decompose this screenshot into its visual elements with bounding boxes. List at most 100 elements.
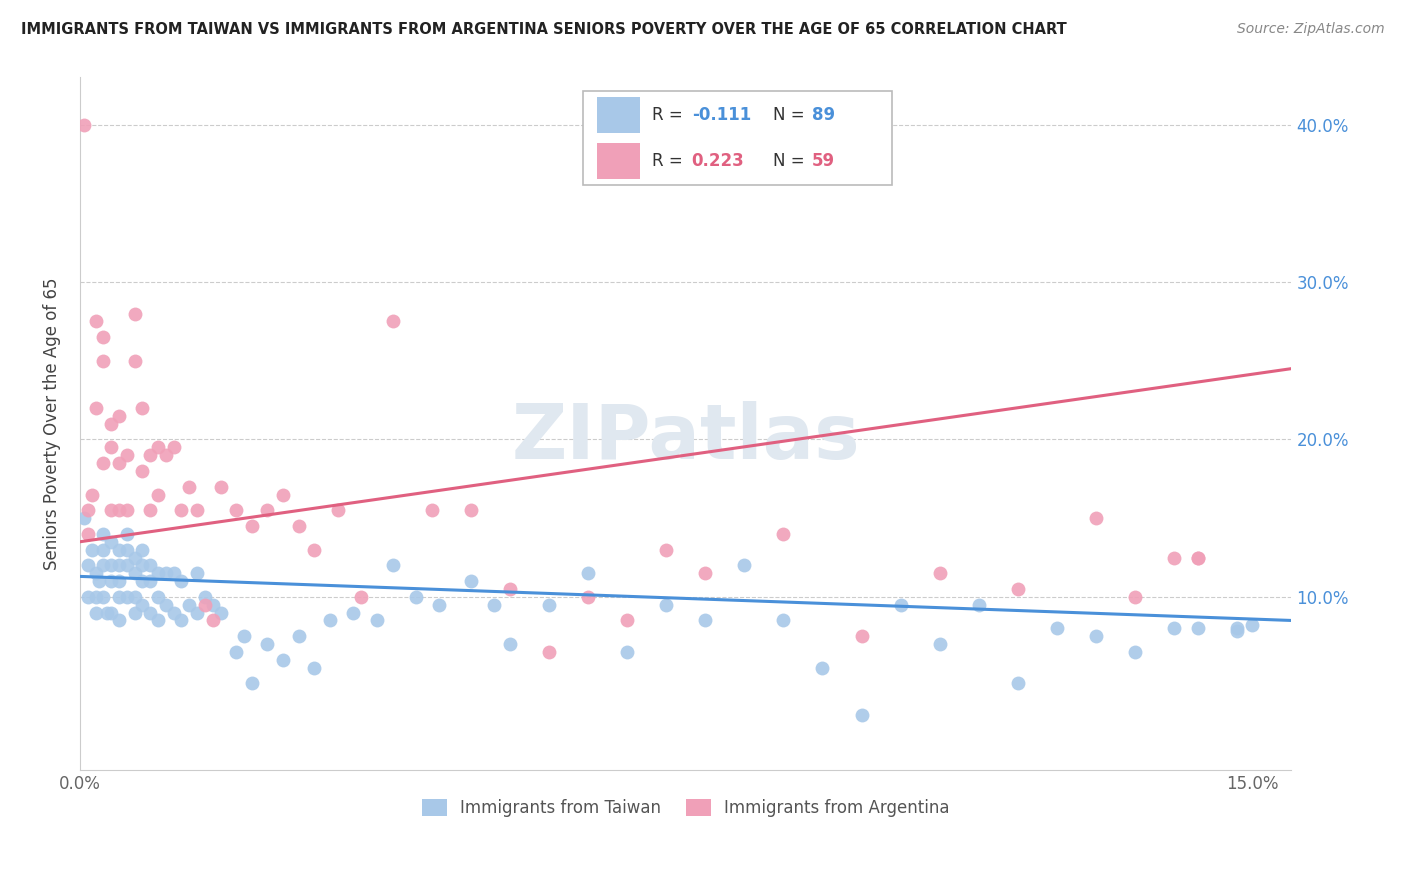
- Point: [84, 314, 107, 328]
- Point: [928, 566, 950, 581]
- Point: [115, 542, 138, 557]
- Point: [851, 629, 873, 643]
- Point: [155, 598, 177, 612]
- Point: [201, 614, 224, 628]
- Point: [655, 542, 678, 557]
- Point: [1226, 621, 1249, 635]
- Point: [482, 598, 505, 612]
- Point: [89, 574, 111, 588]
- Point: [139, 448, 162, 462]
- Point: [115, 448, 138, 462]
- Point: [96, 606, 118, 620]
- Point: [186, 566, 208, 581]
- Point: [76, 590, 98, 604]
- Point: [115, 558, 138, 573]
- Point: [179, 598, 201, 612]
- Point: [851, 707, 873, 722]
- Point: [381, 558, 404, 573]
- Point: [287, 629, 309, 643]
- Point: [80, 487, 103, 501]
- Point: [405, 590, 427, 604]
- Point: [100, 440, 122, 454]
- Point: [772, 527, 794, 541]
- Point: [304, 542, 326, 557]
- Point: [460, 503, 482, 517]
- Point: [146, 487, 169, 501]
- Point: [225, 503, 247, 517]
- Point: [108, 503, 131, 517]
- Text: R =: R =: [652, 153, 688, 170]
- Point: [84, 566, 107, 581]
- Point: [139, 574, 162, 588]
- Point: [100, 606, 122, 620]
- Text: 89: 89: [811, 105, 835, 124]
- Point: [139, 503, 162, 517]
- Point: [499, 637, 522, 651]
- Point: [170, 614, 193, 628]
- Point: [146, 614, 169, 628]
- Text: R =: R =: [652, 105, 688, 124]
- Point: [319, 614, 342, 628]
- Point: [80, 542, 103, 557]
- Point: [91, 590, 114, 604]
- Point: [100, 534, 122, 549]
- Point: [124, 590, 146, 604]
- Point: [170, 503, 193, 517]
- Bar: [598, 144, 640, 179]
- Point: [342, 606, 364, 620]
- Point: [139, 558, 162, 573]
- Point: [1187, 550, 1209, 565]
- Point: [194, 598, 217, 612]
- Point: [124, 353, 146, 368]
- Point: [225, 645, 247, 659]
- Point: [108, 558, 131, 573]
- Point: [163, 566, 186, 581]
- Point: [326, 503, 349, 517]
- Point: [499, 582, 522, 596]
- Point: [91, 353, 114, 368]
- Legend: Immigrants from Taiwan, Immigrants from Argentina: Immigrants from Taiwan, Immigrants from …: [415, 792, 956, 824]
- Point: [928, 637, 950, 651]
- Point: [1085, 629, 1108, 643]
- Point: [1123, 645, 1146, 659]
- Point: [100, 558, 122, 573]
- Point: [1187, 621, 1209, 635]
- Point: [233, 629, 256, 643]
- Point: [616, 645, 638, 659]
- Point: [381, 314, 404, 328]
- Point: [1226, 624, 1249, 639]
- Point: [131, 464, 153, 478]
- Point: [115, 503, 138, 517]
- Point: [108, 590, 131, 604]
- Point: [240, 676, 263, 690]
- Point: [100, 417, 122, 431]
- Point: [163, 606, 186, 620]
- Point: [811, 661, 834, 675]
- Point: [170, 574, 193, 588]
- Point: [91, 527, 114, 541]
- Point: [73, 118, 96, 132]
- Point: [186, 503, 208, 517]
- Y-axis label: Seniors Poverty Over the Age of 65: Seniors Poverty Over the Age of 65: [44, 277, 60, 570]
- Point: [115, 527, 138, 541]
- Point: [124, 307, 146, 321]
- Point: [91, 542, 114, 557]
- Point: [1241, 618, 1264, 632]
- Point: [146, 590, 169, 604]
- Point: [537, 598, 560, 612]
- Point: [1163, 621, 1185, 635]
- Point: [91, 330, 114, 344]
- Point: [76, 503, 98, 517]
- Text: IMMIGRANTS FROM TAIWAN VS IMMIGRANTS FROM ARGENTINA SENIORS POVERTY OVER THE AGE: IMMIGRANTS FROM TAIWAN VS IMMIGRANTS FRO…: [21, 22, 1067, 37]
- Point: [350, 590, 373, 604]
- Point: [967, 598, 990, 612]
- Point: [460, 574, 482, 588]
- Point: [146, 440, 169, 454]
- Point: [100, 574, 122, 588]
- Point: [209, 480, 232, 494]
- Point: [366, 614, 388, 628]
- Point: [1007, 676, 1029, 690]
- Point: [73, 511, 96, 525]
- Point: [163, 440, 186, 454]
- Point: [420, 503, 443, 517]
